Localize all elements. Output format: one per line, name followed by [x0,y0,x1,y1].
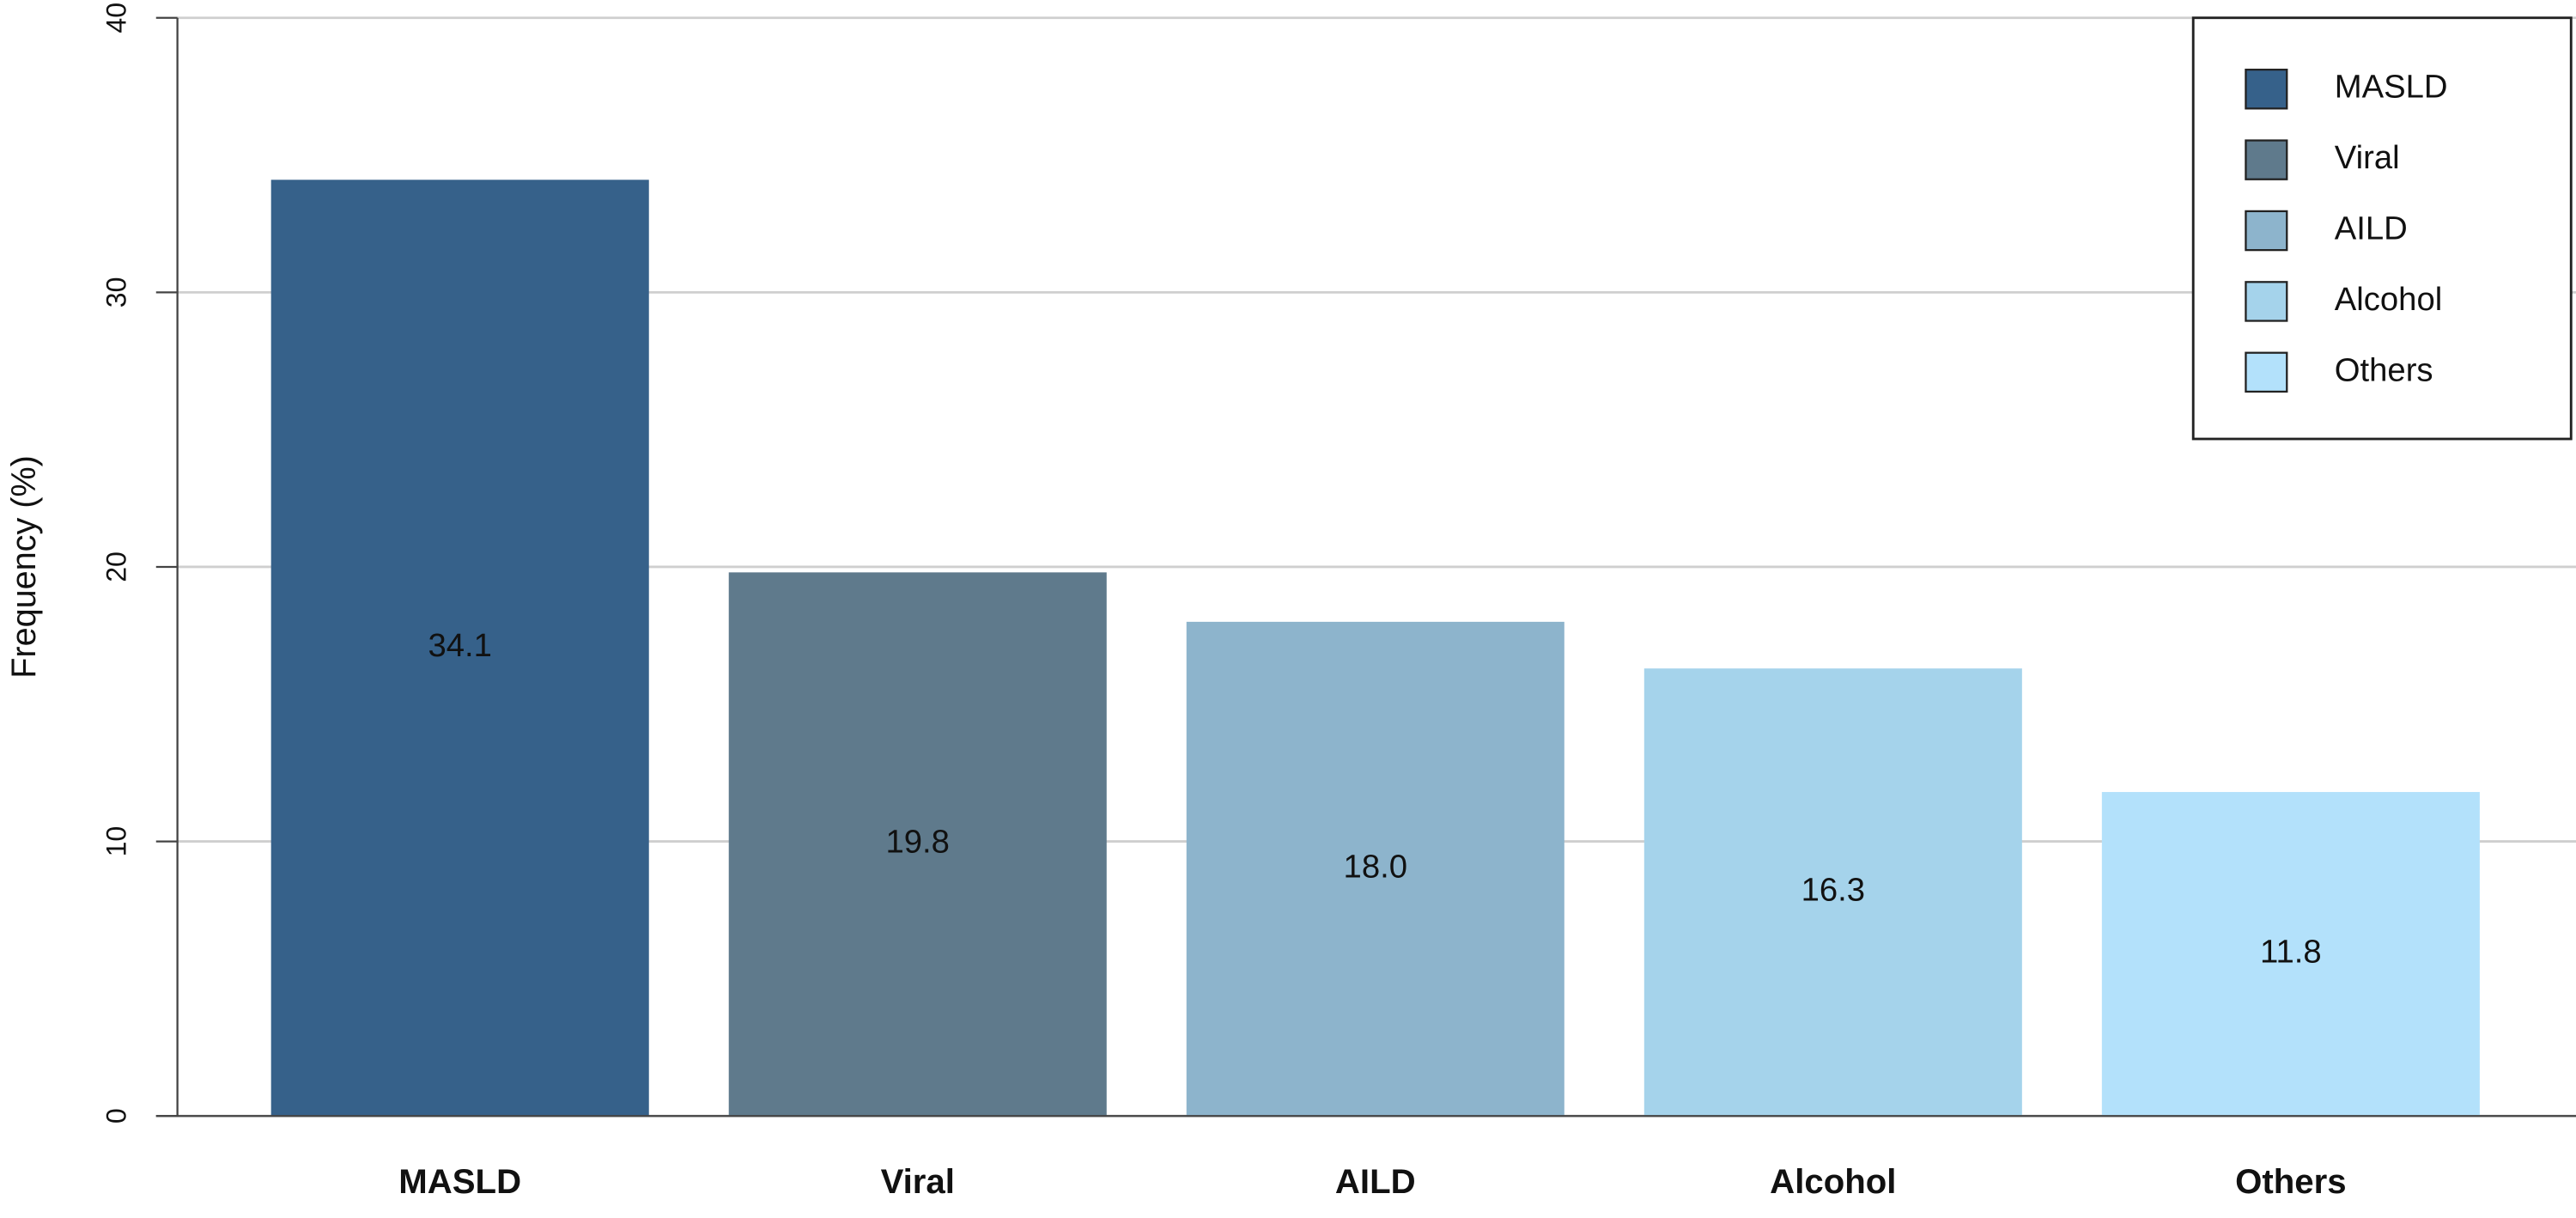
legend-label: Alcohol [2335,282,2442,318]
y-tick-label: 30 [100,277,131,308]
y-tick-label: 20 [100,551,131,582]
y-tick-label: 0 [100,1108,131,1124]
legend-swatch [2245,139,2288,180]
x-tick-label: MASLD [398,1163,521,1201]
bar [1643,668,2022,1117]
bar [728,572,1107,1117]
legend-label: Others [2335,353,2433,389]
y-tick-label: 10 [100,826,131,857]
legend-swatch [2245,68,2288,110]
y-axis-label: Frequency (%) [5,455,43,679]
x-tick-label: Viral [881,1163,955,1201]
bar [270,180,649,1117]
x-tick-label: Alcohol [1770,1163,1896,1201]
value-label: 34.1 [428,628,491,664]
x-tick-label: AILD [1335,1163,1416,1201]
legend-label: Viral [2335,140,2400,176]
legend-swatch [2245,351,2288,393]
value-label: 16.3 [1801,873,1865,909]
value-label: 11.8 [2260,935,2322,971]
legend-swatch [2245,281,2288,322]
legend-swatch [2245,210,2288,252]
value-label: 19.8 [886,825,950,861]
value-label: 18.0 [1344,850,1407,886]
legend-label: AILD [2335,211,2408,247]
legend-label: MASLD [2335,70,2448,106]
bar [2101,792,2480,1117]
y-tick-label: 40 [100,3,131,33]
bar [1186,621,1564,1117]
x-tick-label: Others [2235,1163,2346,1201]
